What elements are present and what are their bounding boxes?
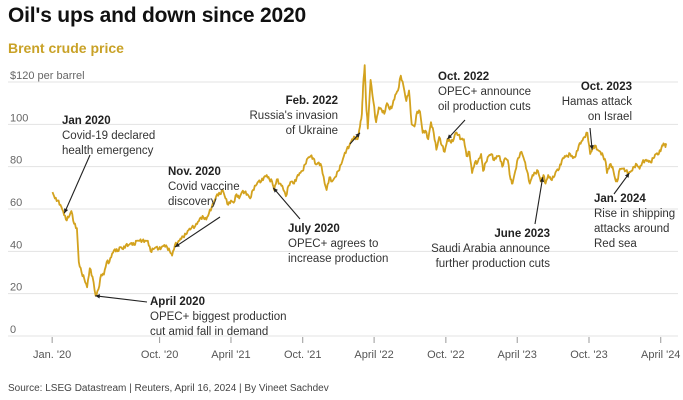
annotations: Jan 2020 Covid-19 declared health emergenc… — [62, 71, 675, 338]
x-tick-label: Oct. '20 — [141, 349, 179, 361]
annotation-arrow — [174, 216, 221, 248]
x-tick-label: Oct. '21 — [284, 349, 322, 361]
y-tick-label: 20 — [10, 282, 22, 294]
arrow-head — [539, 177, 545, 183]
y-tick-label: 40 — [10, 239, 22, 251]
annotation-text: OPEC+ announce — [438, 86, 531, 98]
annotation-text: discovery — [168, 196, 217, 208]
annotation-arrow — [534, 177, 544, 225]
arrow-head — [589, 145, 594, 150]
arrow-head — [447, 134, 453, 140]
arrow-head — [273, 187, 278, 193]
annotation-arrow — [63, 154, 91, 214]
annotation-text: of Ukraine — [286, 125, 338, 137]
annotation-text: Red sea — [594, 238, 637, 250]
annotation-text: OPEC+ biggest production — [150, 311, 286, 323]
annotation-text: oil production cuts — [438, 101, 531, 113]
arrow-head — [64, 208, 69, 214]
annotation-title: June 2023 — [494, 228, 550, 240]
annotation-text: Covid-19 declared — [62, 130, 155, 142]
line-chart: 0 20 40 60 80 100 $120 per barrel Jan. '20 Oct.… — [8, 64, 680, 361]
annotation-text: on Israel — [588, 111, 632, 123]
annotation-text: increase production — [288, 253, 388, 265]
y-tick-label: 80 — [10, 155, 22, 167]
annotation-jun2023: June 2023 Saudi Arabia announce further pr… — [431, 177, 550, 270]
annotation-title: Jan 2020 — [62, 115, 111, 127]
arrow-head — [355, 132, 360, 138]
x-tick-label: Oct. '22 — [427, 349, 465, 361]
chart-title: Oil's ups and down since 2020 — [8, 4, 306, 27]
x-tick-label: Oct. '23 — [570, 349, 608, 361]
y-tick-label: 60 — [10, 197, 22, 209]
annotation-jan2024: Jan. 2024 Rise in shipping attacks around R… — [594, 172, 675, 250]
annotation-nov2020: Nov. 2020 Covid vaccine discovery — [168, 166, 240, 248]
annotation-title: July 2020 — [288, 223, 340, 235]
annotation-text: Rise in shipping — [594, 208, 675, 220]
y-tick-label: 0 — [10, 324, 16, 336]
annotation-title: Nov. 2020 — [168, 166, 221, 178]
annotation-arrow — [95, 295, 148, 303]
x-tick-label: April '21 — [211, 349, 250, 361]
annotation-text: cut amid fall in demand — [150, 326, 268, 338]
x-tick-label: April '22 — [354, 349, 393, 361]
annotation-title: Oct. 2023 — [581, 81, 632, 93]
brent-price-line — [51, 64, 668, 297]
y-axis: 0 20 40 60 80 100 $120 per barrel — [10, 70, 85, 336]
source-note: Source: LSEG Datastream | Reuters, April… — [8, 383, 329, 394]
y-tick-label: $120 per barrel — [10, 70, 85, 82]
annotation-text: Hamas attack — [562, 96, 633, 108]
y-tick-label: 100 — [10, 112, 28, 124]
annotation-arrow — [272, 187, 301, 220]
x-axis: Jan. '20 Oct. '20 April '21 Oct. '21 April '… — [33, 337, 680, 361]
arrow-head — [95, 294, 101, 299]
annotation-text: attacks around — [594, 223, 669, 235]
gridlines — [8, 81, 678, 337]
annotation-title: April 2020 — [150, 296, 205, 308]
annotation-title: Feb. 2022 — [286, 95, 338, 107]
annotation-text: Covid vaccine — [168, 181, 240, 193]
annotation-text: health emergency — [62, 145, 154, 157]
annotation-oct2022: Oct. 2022 OPEC+ announce oil production cu… — [438, 71, 531, 140]
x-tick-label: April '23 — [498, 349, 537, 361]
annotation-text: further production cuts — [436, 258, 551, 270]
x-tick-label: April '24 — [641, 349, 680, 361]
series-layer — [51, 64, 668, 297]
annotation-text: Saudi Arabia announce — [431, 243, 550, 255]
arrow-head — [174, 242, 180, 248]
annotation-oct2023: Oct. 2023 Hamas attack on Israel — [562, 81, 633, 150]
chart-subtitle: Brent crude price — [8, 40, 124, 56]
annotation-title: Oct. 2022 — [438, 71, 489, 83]
x-tick-label: Jan. '20 — [33, 349, 71, 361]
annotation-text: OPEC+ agrees to — [288, 238, 378, 250]
annotation-jul2020: July 2020 OPEC+ agrees to increase product… — [272, 187, 388, 265]
annotation-title: Jan. 2024 — [594, 193, 646, 205]
annotation-text: Russia's invasion — [250, 110, 339, 122]
annotation-feb2022: Feb. 2022 Russia's invasion of Ukraine — [250, 95, 361, 145]
arrow-head — [624, 173, 630, 178]
annotation-apr2020: April 2020 OPEC+ biggest production cut am… — [95, 294, 286, 338]
annotation-jan2020: Jan 2020 Covid-19 declared health emergenc… — [62, 115, 155, 214]
